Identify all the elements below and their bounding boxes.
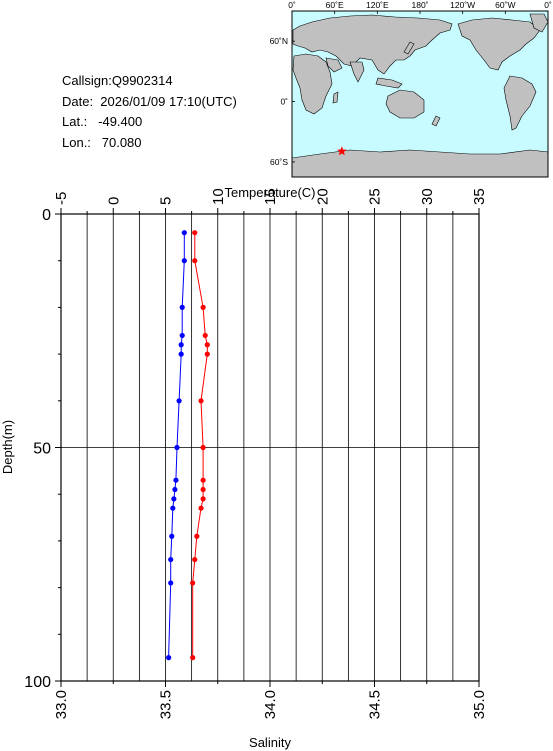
date-text: Date: 2026/01/09 17:10(UTC) [62, 93, 237, 109]
temperature-data-point [181, 258, 187, 264]
station-marker-icon [337, 146, 347, 156]
temperature-tick-label: 0 [105, 197, 122, 205]
salinity-data-point [190, 655, 196, 661]
chart-series [166, 230, 210, 661]
salinity-tick-label: 34.5 [367, 690, 384, 719]
temperature-tick-label: 10 [210, 188, 227, 205]
salinity-data-point [204, 351, 210, 357]
temperature-data-point [166, 655, 172, 661]
map-lat-label: 60˚S [270, 157, 288, 167]
salinity-data-point [198, 505, 204, 511]
landmass-greenland [529, 13, 549, 33]
map-lon-label: 60˚E [326, 0, 344, 10]
temperature-tick-label: 35 [471, 188, 488, 205]
landmass-india [349, 61, 365, 83]
plot-frame [60, 213, 480, 682]
salinity-tick-label: 35.0 [471, 690, 488, 719]
salinity-tick-label: 33.5 [158, 690, 175, 719]
temperature-tick-label: -5 [53, 192, 70, 205]
map-land [291, 13, 549, 178]
salinity-data-point [200, 496, 206, 502]
location-map: 0˚ 60˚E 120˚E 180˚ 120˚W 60˚W 0˚ 60˚N 0˚ 60˚S [270, 0, 552, 178]
map-lon-label: 60˚W [495, 0, 515, 10]
temperature-data-point [181, 230, 187, 236]
depth-tick-label: 50 [33, 441, 51, 458]
salinity-data-point [202, 332, 208, 339]
landmass-australia [385, 89, 425, 119]
landmass-arabia [325, 57, 343, 73]
temperature-data-point [178, 342, 184, 348]
map-lon-label: 180˚ [411, 0, 428, 10]
temperature-data-point [173, 477, 179, 483]
salinity-data-point [200, 304, 206, 310]
map-lon-label: 120˚W [450, 0, 475, 10]
map-lon-label: 0˚ [544, 0, 552, 10]
station-info: Callsign:Q9902314 Date: 2026/01/09 17:10… [62, 71, 237, 153]
landmass-indonesia [375, 77, 403, 89]
salinity-data-point [200, 444, 206, 451]
depth-tick-label: 0 [42, 207, 51, 224]
map-lat-label: 0˚ [280, 97, 288, 107]
temperature-tick-label: 5 [158, 197, 175, 205]
temperature-tick-label: 30 [419, 188, 436, 205]
salinity-data-point [192, 258, 198, 264]
temperature-tick-label: 20 [314, 188, 331, 205]
landmass-eurasia [292, 14, 453, 75]
longitude-text: Lon.: 70.080 [62, 134, 142, 150]
landmass-antarctica [291, 149, 549, 178]
map-ticks [291, 11, 549, 163]
temperature-data-point [168, 556, 174, 563]
callsign-text: Callsign:Q9902314 [62, 73, 173, 88]
depth-axis-title: Depth(m) [0, 420, 15, 474]
salinity-data-point [204, 342, 210, 348]
landmass-africa [292, 53, 333, 115]
temperature-data-point [174, 444, 180, 451]
map-labels: 0˚ 60˚E 120˚E 180˚ 120˚W 60˚W 0˚ 60˚N 0˚ 60˚S [270, 0, 552, 167]
temperature-data-point [170, 505, 176, 511]
temperature-profile-line [168, 232, 185, 658]
salinity-profile-line [192, 232, 208, 658]
latitude-text: Lat.: -49.400 [62, 114, 143, 129]
temperature-data-point [179, 304, 185, 310]
salinity-data-point [192, 556, 198, 563]
salinity-axis-title: Salinity [249, 735, 291, 750]
temperature-tick-label: 25 [367, 188, 384, 205]
map-lon-label: 0˚ [288, 0, 296, 10]
map-lat-label: 60˚N [270, 36, 288, 46]
salinity-data-point [190, 580, 196, 586]
landmass-japan [403, 41, 415, 55]
temperature-data-point [171, 496, 177, 502]
temperature-data-point [168, 580, 174, 586]
map-lon-label: 120˚E [366, 0, 389, 10]
temperature-tick-label: 15 [262, 188, 279, 205]
landmass-south-america [503, 75, 537, 131]
chart-grid [61, 214, 479, 681]
salinity-data-point [200, 486, 206, 493]
salinity-data-point [194, 533, 200, 539]
salinity-data-point [198, 398, 204, 404]
temperature-data-point [172, 486, 178, 493]
salinity-tick-label: 34.0 [262, 690, 279, 719]
temperature-axis-title: Temperature(C) [224, 185, 315, 200]
salinity-data-point [200, 477, 206, 483]
salinity-tick-label: 33.0 [53, 690, 70, 719]
temperature-data-point [178, 351, 184, 357]
depth-tick-label: 100 [24, 674, 51, 691]
temperature-data-point [179, 332, 185, 339]
landmass-north-america [457, 17, 541, 71]
salinity-data-point [192, 230, 198, 236]
landmass-new-zealand [431, 115, 441, 127]
temperature-data-point [169, 533, 175, 539]
temperature-data-point [176, 398, 182, 404]
landmass-madagascar [332, 91, 339, 104]
